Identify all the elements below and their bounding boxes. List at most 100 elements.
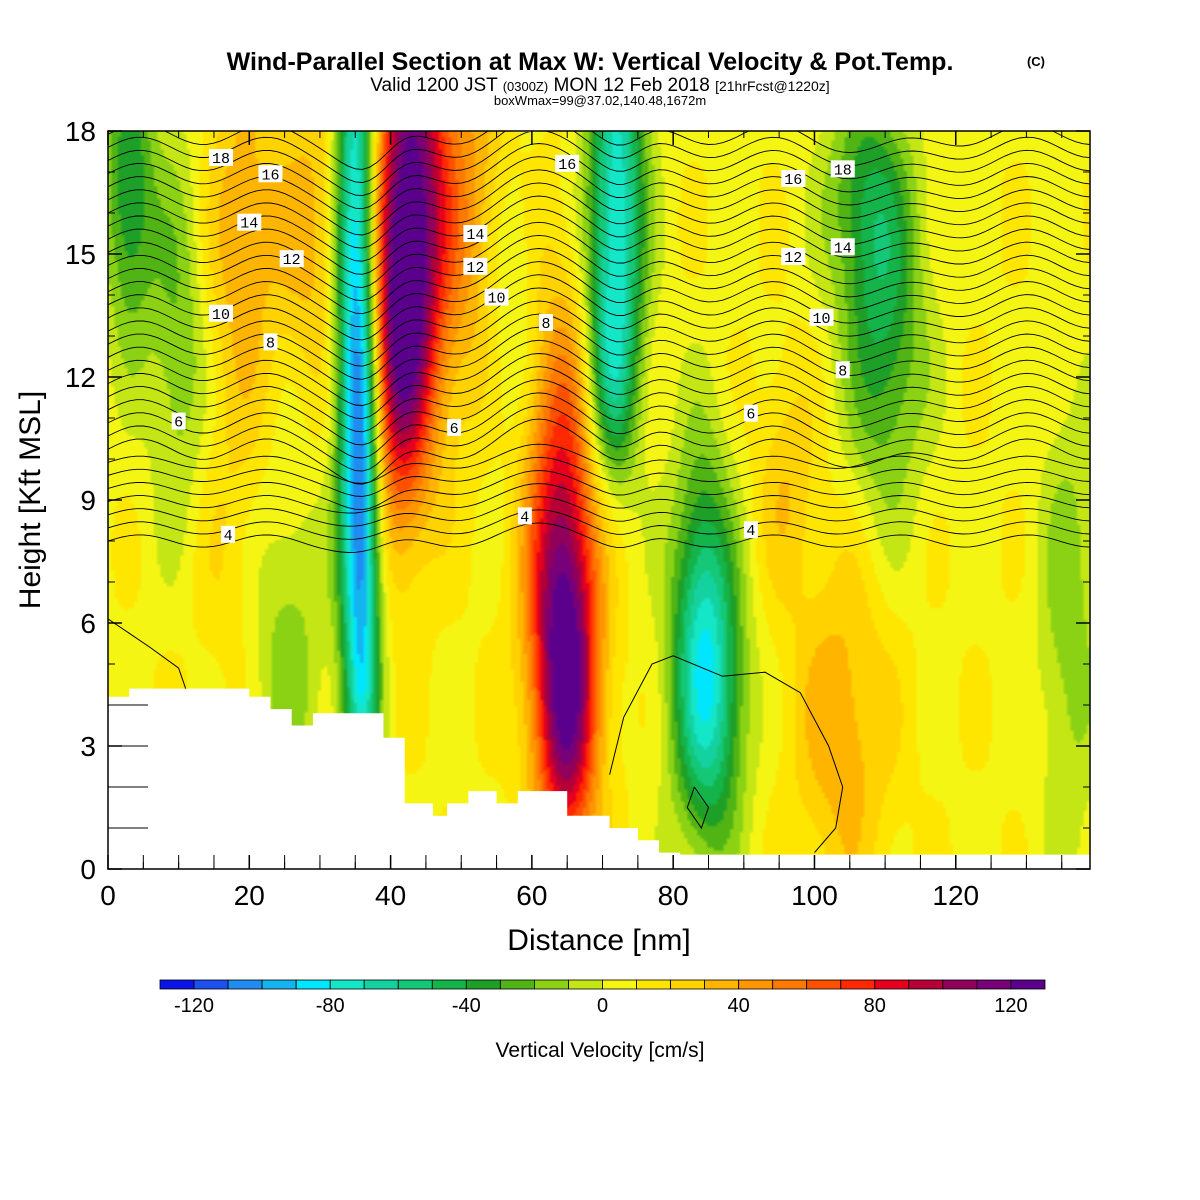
contour-label-bg	[512, 131, 537, 133]
theta-contour	[108, 234, 1090, 302]
colorbar-tick-label: 120	[994, 995, 1027, 1017]
theta-loop	[686, 786, 710, 830]
contour-label-text: 6	[450, 421, 459, 438]
contour-label-bg	[237, 213, 262, 231]
contour-label-bg	[835, 361, 850, 379]
theta-contour	[108, 261, 1090, 328]
contour-label-bg	[263, 333, 278, 351]
contour-label-text: 8	[542, 316, 551, 333]
contour-label-text: 6	[174, 415, 183, 432]
contour-label-text: 8	[266, 335, 275, 352]
contour-label-bg	[171, 412, 186, 430]
colorbar-swatch	[499, 979, 535, 990]
colorbar-swatch	[465, 979, 501, 990]
contour-label-text: 12	[784, 250, 802, 267]
contour-label: 18	[209, 148, 234, 168]
contour-label: 8	[835, 361, 850, 380]
theta-contour	[108, 195, 1090, 262]
contour-label-bg	[539, 313, 554, 331]
contour-label: 4	[517, 507, 532, 526]
theta-contour	[108, 353, 1090, 420]
y-tick-label: 6	[80, 608, 96, 639]
x-axis-label: Distance [nm]	[507, 924, 690, 957]
theta-contour	[108, 208, 1090, 275]
contour-label-bg	[447, 418, 462, 436]
contour-label-text: 18	[834, 162, 852, 179]
contour-label-text: 4	[224, 528, 233, 545]
contour-label-bg	[781, 170, 806, 188]
contour-label: 10	[209, 304, 234, 324]
colorbar-swatch	[431, 979, 467, 990]
colorbar-swatch	[636, 979, 671, 990]
theta-contour	[108, 248, 1090, 315]
colorbar-swatch	[534, 979, 569, 990]
tick-labels: 0 20 40 60 80 100 120 0 3 6 9 12 15 18	[65, 116, 979, 911]
theta-contour	[108, 182, 1090, 249]
theta-contour	[108, 509, 1090, 540]
theta-contour	[108, 522, 1090, 553]
contour-label-bg	[279, 250, 304, 268]
theta-contour	[108, 456, 1090, 497]
colorbar-swatch	[397, 979, 433, 990]
contour-label-text: 12	[283, 252, 301, 269]
x-tick-label: 60	[516, 880, 547, 911]
theta-contour	[108, 366, 1090, 433]
theta-contour	[108, 131, 1090, 170]
contour-label-text: 16	[558, 157, 576, 174]
theta-contour	[108, 379, 1090, 446]
contour-label-bg	[830, 160, 855, 178]
theta-contour	[108, 131, 1090, 183]
colorbar-swatch	[806, 979, 842, 990]
y-tick-label: 18	[65, 116, 96, 147]
contour-label: 10	[484, 288, 509, 308]
axis-ticks	[107, 130, 1090, 870]
contour-label-text: 10	[212, 307, 230, 324]
theta-contour	[108, 405, 1090, 472]
contour-label-text: 16	[261, 167, 279, 184]
contour-label: 12	[463, 257, 488, 277]
contour-label-bg	[258, 165, 283, 183]
contour-label-bg	[209, 304, 234, 322]
colorbar-tick-label: 80	[864, 995, 886, 1017]
contour-label: 12	[279, 250, 304, 269]
chart-title-mark: (C)	[1027, 54, 1045, 69]
x-tick-label: 0	[100, 880, 116, 911]
contour-label-bg	[221, 525, 236, 543]
colorbar-swatch	[1010, 979, 1046, 990]
theta-contour	[108, 274, 1090, 341]
colorbar-swatch	[602, 979, 637, 990]
theta-contour	[108, 300, 1090, 367]
colorbar-tick-labels: -120 -80 -40 0 40 80 120	[174, 995, 1028, 1017]
chart-subtitle-small: boxWmax=99@37.02,140.48,1672m	[494, 93, 706, 108]
contour-label-text: 18	[212, 151, 230, 168]
x-tick-label: 40	[375, 880, 406, 911]
colorbar-swatch	[772, 979, 808, 990]
colorbar-tick-label: -40	[452, 995, 481, 1017]
contour-label-text: 4	[746, 523, 755, 540]
contour-label-bg	[809, 308, 834, 326]
chart-subtitle: Valid 1200 JST (0300Z) MON 12 Feb 2018 […	[370, 75, 829, 96]
contour-label: 14	[463, 224, 488, 244]
contour-label: 4	[221, 525, 236, 545]
colorbar-swatch	[738, 979, 774, 990]
contour-label-text: 10	[488, 291, 506, 308]
contour-label: 6	[447, 418, 462, 438]
subtitle-valid: Valid 1200 JST	[370, 75, 498, 96]
contour-label-bg	[743, 404, 758, 422]
contour-label-text: 14	[466, 227, 484, 244]
contour-label-text: 12	[466, 260, 484, 277]
colorbar-swatch	[568, 979, 603, 990]
potential-temperature-contours	[108, 131, 1090, 553]
y-tick-label: 0	[80, 854, 96, 885]
theta-contour	[108, 443, 1090, 484]
contour-label: 16	[555, 154, 580, 174]
contour-label: 4	[743, 521, 758, 540]
contour-label: 18	[830, 160, 855, 179]
x-tick-label: 100	[791, 880, 838, 911]
subtitle-date: MON 12 Feb 2018	[554, 75, 710, 96]
contour-label: 14	[830, 238, 855, 257]
y-tick-label: 15	[65, 239, 96, 270]
contour-label-bg	[517, 507, 532, 525]
